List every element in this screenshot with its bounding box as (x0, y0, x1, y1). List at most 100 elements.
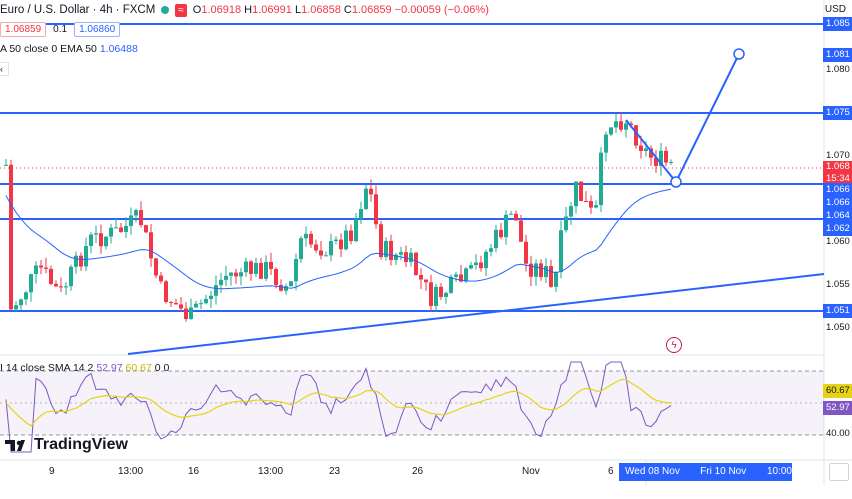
price-axis-label: 1.066 (823, 183, 852, 197)
candle-body (84, 245, 88, 267)
candle-body (629, 123, 633, 126)
candle-body (154, 258, 158, 276)
candle-body (489, 248, 493, 252)
candle-body (39, 265, 43, 268)
ema-indicator-legend[interactable]: A 50 close 0 EMA 50 1.06488 (0, 43, 138, 55)
candle-body (164, 281, 168, 302)
candle-body (589, 201, 593, 208)
candle-body (394, 254, 398, 261)
candle-body (479, 262, 483, 269)
candle-body (524, 241, 528, 264)
candle-body (534, 263, 538, 277)
candle-body (29, 274, 33, 293)
candle-body (604, 134, 608, 153)
candle-body (654, 157, 658, 167)
candle-body (614, 121, 618, 128)
time-range-highlight: Wed 08 Nov '23 Fri 10 Nov '23 10:00 (619, 463, 792, 495)
candle-body (129, 215, 133, 226)
candle-body (209, 295, 213, 299)
candle-body (519, 220, 523, 242)
candle-body (359, 209, 363, 219)
candle-body (474, 262, 478, 266)
candle-body (669, 161, 673, 163)
candle-body (324, 255, 328, 257)
market-status-icon (161, 6, 170, 14)
candle-body (584, 200, 588, 202)
buy-button[interactable]: 1.06860 (74, 22, 121, 37)
candle-body (564, 216, 568, 231)
ema-line (5, 188, 672, 290)
price-axis-label: 1.051 (823, 304, 852, 318)
candle-body (414, 252, 418, 275)
candle-body (294, 259, 298, 282)
candle-body (259, 262, 263, 279)
candle-body (554, 272, 558, 287)
candle-body (4, 164, 8, 166)
candle-body (544, 266, 548, 278)
candle-body (309, 233, 313, 245)
candle-body (89, 234, 93, 246)
candle-body (664, 150, 668, 163)
candle-body (74, 255, 78, 267)
candle-body (199, 303, 203, 305)
symbol-title[interactable]: Euro / U.S. Dollar · 4h · FXCM (0, 4, 156, 16)
trend-line (127, 273, 825, 355)
candle-body (314, 244, 318, 251)
time-axis-label: 16 (188, 466, 200, 477)
collapse-legend-icon[interactable]: ‹ (0, 62, 9, 76)
candle-body (119, 227, 123, 232)
candle-body (269, 261, 273, 269)
candle-body (649, 148, 653, 158)
economic-event-icon[interactable]: ϟ (666, 337, 682, 353)
axis-settings-button[interactable] (829, 463, 849, 481)
candle-body (34, 265, 38, 275)
price-axis-label: 1.075 (823, 106, 852, 120)
candle-body (249, 261, 253, 274)
price-axis-label: 1.060 (826, 236, 850, 247)
candle-body (484, 251, 488, 269)
candle-body (574, 181, 578, 207)
price-chart[interactable] (0, 0, 852, 485)
projection-anchor (670, 176, 682, 188)
candle-body (189, 307, 193, 320)
candle-body (114, 227, 118, 229)
sell-button[interactable]: 1.06859 (0, 22, 47, 37)
candle-body (194, 303, 198, 308)
price-axis-label: 1.066 (823, 196, 852, 210)
candle-body (369, 188, 373, 195)
candle-body (149, 232, 153, 259)
candle-body (549, 266, 553, 287)
tradingview-logo: TradingView (4, 436, 128, 454)
candle-body (469, 265, 473, 269)
candle-body (339, 239, 343, 250)
candle-body (139, 210, 143, 226)
candle-body (599, 152, 603, 206)
candle-body (19, 299, 23, 306)
projection-anchor (733, 48, 745, 60)
candle-body (144, 225, 148, 233)
ohlc-values: O1.06918 H1.06991 L1.06858 C1.06859 −0.0… (192, 4, 489, 16)
candle-body (274, 268, 278, 285)
candle-body (494, 229, 498, 249)
candle-body (319, 250, 323, 256)
time-axis-label: 9 (49, 466, 55, 477)
candle-body (344, 230, 348, 250)
candle-body (329, 241, 333, 256)
candle-body (219, 279, 223, 286)
candle-body (459, 274, 463, 282)
candle-body (644, 148, 648, 151)
currency-label[interactable]: USD (824, 4, 846, 15)
time-axis-label: 13:00 (258, 466, 284, 477)
candle-body (399, 252, 403, 255)
candle-body (24, 292, 28, 300)
adjustment-badge[interactable]: ≈ (175, 3, 187, 17)
price-axis-label: 1.050 (826, 322, 850, 333)
projection-line (625, 53, 740, 184)
candle-body (179, 304, 183, 309)
rsi-sma-line (5, 378, 672, 427)
rsi-indicator-legend[interactable]: I 14 close SMA 14 2 52.97 60.67 0 0 (0, 362, 170, 374)
candle-body (504, 214, 508, 238)
price-axis-label: 1.080 (826, 64, 850, 75)
candle-body (304, 233, 308, 239)
candle-body (424, 279, 428, 283)
